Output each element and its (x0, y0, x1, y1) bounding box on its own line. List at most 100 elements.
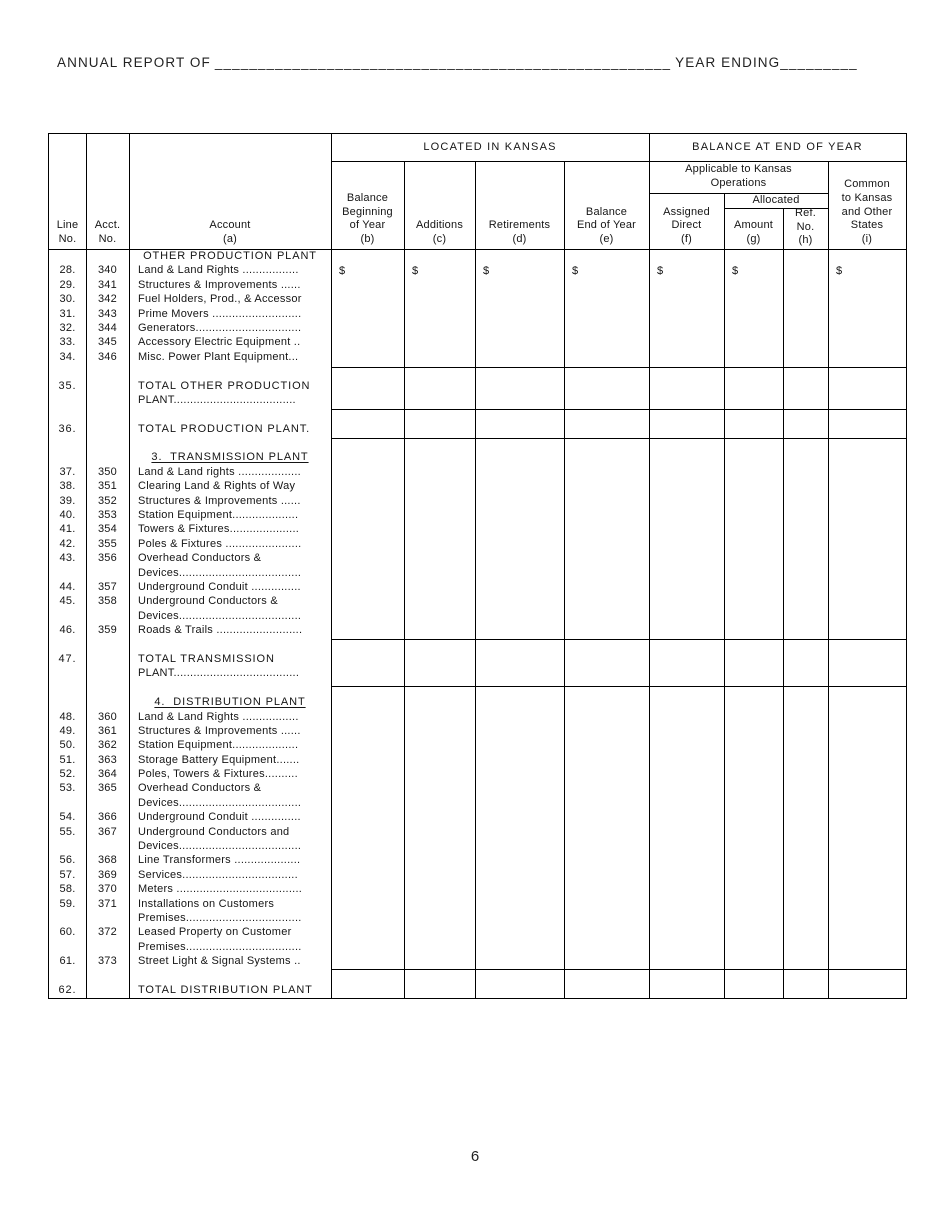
col-header-common-to-kansas: Common to Kansas and Other States (i) (841, 178, 893, 246)
col-header-line-no: Line No. (56, 219, 79, 246)
account-title: Poles & Fixtures ....................... (138, 537, 302, 550)
account-number: 361 (97, 724, 118, 737)
account-number: 342 (97, 293, 118, 306)
table-row: 40. 353 Station Equipment...............… (49, 508, 331, 522)
account-title: Devices.................................… (138, 840, 302, 853)
table-row: 38. 351 Clearing Land & Rights of Way (49, 479, 331, 493)
account-title: Overhead Conductors & (138, 552, 262, 565)
account-title: Leased Property on Customer (138, 926, 292, 939)
account-title: Devices.................................… (138, 609, 302, 622)
account-title: Storage Battery Equipment....... (138, 753, 300, 766)
table-row (49, 969, 331, 983)
col-group-applicable-to-kansas: Applicable to Kansas Operations (685, 163, 792, 189)
account-number (86, 652, 129, 666)
dollar-sign-col-c: $ (412, 265, 419, 277)
account-number (86, 695, 129, 709)
col-header-acct-no: Acct. No. (94, 219, 121, 246)
table-row: 52. 364 Poles, Towers & Fixtures........… (49, 767, 331, 781)
grid-line-v (783, 208, 784, 998)
account-number (86, 407, 129, 421)
table-row: 33. 345 Accessory Electric Equipment .. (49, 335, 331, 349)
report-title-line: ANNUAL REPORT OF _______________________… (57, 55, 858, 70)
account-number: 358 (97, 595, 118, 608)
line-number: 39. (59, 494, 76, 507)
account-title: Station Equipment.................... (138, 509, 299, 522)
grid-line-h (331, 409, 906, 410)
table-row: 47. TOTAL TRANSMISSION (49, 652, 331, 666)
account-number (86, 638, 129, 652)
table-row: 61. 373 Street Light & Signal Systems .. (49, 954, 331, 968)
table-row: 50. 362 Station Equipment...............… (49, 738, 331, 752)
account-number: 365 (97, 782, 118, 795)
line-number: 50. (59, 739, 76, 752)
table-row: 28. 340 Land & Land Rights .............… (49, 263, 331, 277)
line-number (49, 407, 86, 421)
account-title (129, 681, 331, 695)
table-row: 37. 350 Land & Land rights .............… (49, 465, 331, 479)
account-title: Overhead Conductors & (138, 782, 262, 795)
account-title: Prime Movers ........................... (138, 307, 302, 320)
account-title: Installations on Customers (138, 897, 275, 910)
line-number: 57. (59, 868, 76, 881)
account-number: 344 (97, 321, 118, 334)
line-number: 60. (59, 926, 76, 939)
table-row: 34. 346 Misc. Power Plant Equipment... (49, 350, 331, 364)
line-number (49, 666, 86, 680)
account-number (86, 364, 129, 378)
grid-line-v (404, 161, 405, 998)
col-header-retirements: Retirements (d) (488, 219, 551, 246)
account-number (86, 983, 129, 997)
account-number (86, 911, 129, 925)
table-row: 39. 352 Structures & Improvements ...... (49, 494, 331, 508)
account-title: TOTAL OTHER PRODUCTION (138, 379, 311, 392)
account-title: Line Transformers .................... (138, 854, 301, 867)
account-number: 368 (97, 854, 118, 867)
line-number (49, 839, 86, 853)
line-number: 41. (59, 523, 76, 536)
account-number: 367 (97, 825, 118, 838)
grid-line-v (86, 134, 87, 998)
account-title: Station Equipment.................... (138, 739, 299, 752)
line-number: 52. (59, 768, 76, 781)
line-number (49, 638, 86, 652)
account-number: 359 (97, 624, 118, 637)
line-number: 40. (59, 509, 76, 522)
line-number (49, 364, 86, 378)
account-title: TOTAL PRODUCTION PLANT. (138, 422, 311, 435)
line-number: 53. (59, 782, 76, 795)
table-row (49, 364, 331, 378)
grid-line-h (49, 249, 906, 250)
line-number (49, 249, 86, 263)
line-number: 30. (59, 293, 76, 306)
line-number: 59. (59, 897, 76, 910)
account-number (86, 796, 129, 810)
account-title (129, 407, 331, 421)
account-number: 364 (97, 768, 118, 781)
line-number: 55. (59, 825, 76, 838)
grid-line-v (649, 134, 650, 998)
grid-line-h (649, 193, 828, 194)
table-row: 4. DISTRIBUTION PLANT (49, 695, 331, 709)
account-number: 363 (97, 753, 118, 766)
table-row: 29. 341 Structures & Improvements ...... (49, 278, 331, 292)
account-number: 360 (97, 710, 118, 723)
grid-line-v (331, 134, 332, 998)
line-number: 61. (59, 955, 76, 968)
account-number: 355 (97, 537, 118, 550)
account-number (86, 839, 129, 853)
line-number: 38. (59, 480, 76, 493)
line-number (49, 940, 86, 954)
line-number: 44. (59, 580, 76, 593)
plant-accounts-table: LOCATED IN KANSAS BALANCE AT END OF YEAR… (48, 133, 907, 999)
account-title: Premises................................… (138, 940, 302, 953)
account-title: Roads & Trails .........................… (138, 624, 303, 637)
table-row: 42. 355 Poles & Fixtures ...............… (49, 537, 331, 551)
account-title (129, 638, 331, 652)
table-row: 54. 366 Underground Conduit ............… (49, 810, 331, 824)
table-row: 48. 360 Land & Land Rights .............… (49, 710, 331, 724)
account-title: Generators..............................… (138, 321, 302, 334)
table-row: 44. 357 Underground Conduit ............… (49, 580, 331, 594)
line-number: 37. (59, 465, 76, 478)
company-name-blank: ________________________________________… (214, 55, 672, 70)
account-title: Structures & Improvements ...... (138, 278, 301, 291)
